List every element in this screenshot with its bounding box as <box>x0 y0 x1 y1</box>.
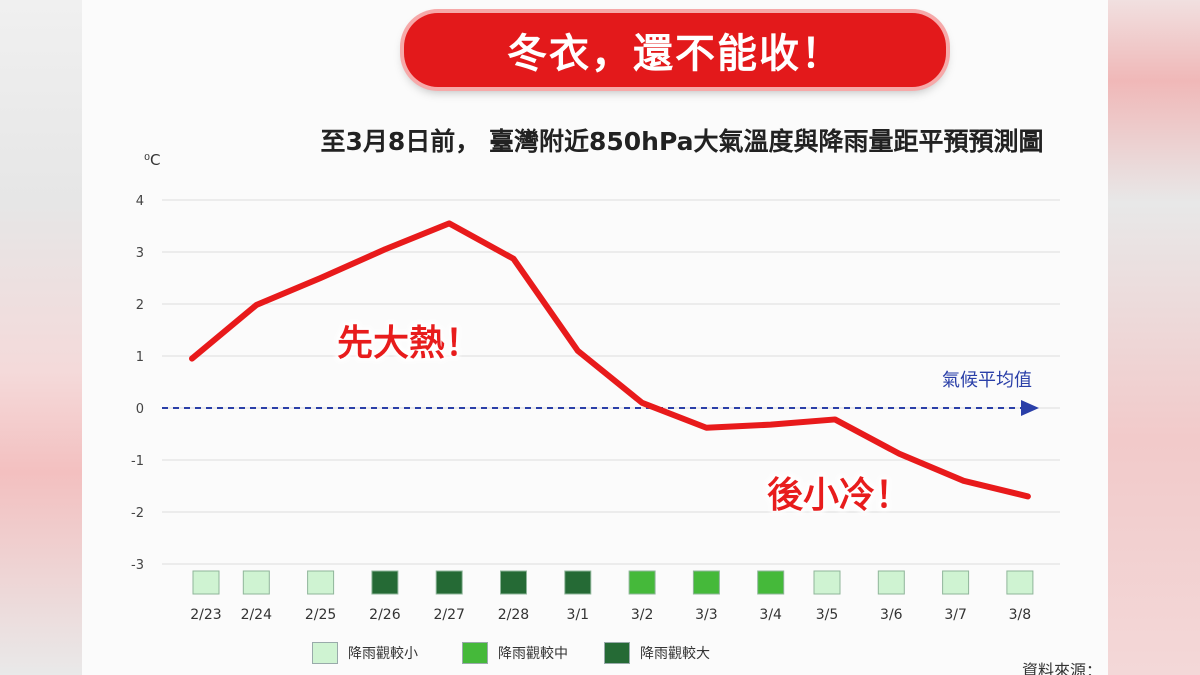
temperature-point <box>897 452 901 456</box>
temperature-point <box>640 401 644 405</box>
legend-item-small: 降雨觀較小 <box>312 642 418 664</box>
right-background-strip <box>1108 0 1200 675</box>
y-tick-label: -1 <box>131 454 144 469</box>
rain-anomaly-square <box>371 570 399 595</box>
temperature-point <box>962 479 966 483</box>
x-tick-label: 3/2 <box>631 607 654 623</box>
y-axis-unit: ⁰C <box>144 151 161 169</box>
rain-anomaly-square <box>500 570 527 595</box>
temperature-point <box>1026 494 1030 498</box>
x-tick-label: 2/24 <box>241 607 273 623</box>
temperature-point <box>254 303 258 307</box>
x-tick-label: 2/26 <box>369 607 401 623</box>
annotation-text: 先大熱！ <box>337 323 481 364</box>
y-tick-label: 4 <box>136 194 144 209</box>
rain-anomaly-square <box>692 570 720 595</box>
rain-anomaly-square <box>307 570 335 595</box>
x-tick-label: 2/28 <box>498 607 529 623</box>
y-tick-label: 0 <box>136 402 144 417</box>
legend-swatch-small <box>312 642 338 664</box>
temperature-point <box>190 357 194 361</box>
rain-anomaly-square <box>628 570 656 595</box>
x-tick-label: 3/6 <box>880 607 903 623</box>
rain-anomaly-square <box>942 570 970 595</box>
y-tick-label: -3 <box>131 558 144 573</box>
legend-item-large: 降雨觀較大 <box>604 642 710 664</box>
x-tick-label: 3/7 <box>944 607 967 623</box>
x-tick-label: 3/3 <box>695 607 718 623</box>
baseline-label: 氣候平均值 <box>942 370 1032 391</box>
rain-anomaly-square <box>564 570 592 595</box>
temperature-point <box>704 426 708 430</box>
temperature-point <box>512 257 515 261</box>
legend-label-medium: 降雨觀較中 <box>498 646 568 662</box>
y-tick-label: 1 <box>136 350 144 365</box>
rain-anomaly-square <box>1006 570 1034 595</box>
legend-label-large: 降雨觀較大 <box>640 646 710 662</box>
temperature-point <box>319 276 323 280</box>
temperature-chart: ⁰C 4 3 2 1 0 -1 -2 -3 氣候平均值 2/23 2/24 2/25 2/26 2/27 2/… <box>131 151 1060 623</box>
y-tick-label: -2 <box>131 506 144 521</box>
y-tick-label: 3 <box>136 246 144 261</box>
data-source: 資料來源：CWA <box>1022 661 1103 675</box>
temperature-point <box>447 221 451 225</box>
x-tick-label: 3/8 <box>1009 607 1032 623</box>
chart-card: 冬衣，還不能收！ 至3月8日前， 臺灣附近850hPa大氣溫度與降雨量距平預預測… <box>82 0 1108 675</box>
x-tick-label: 2/23 <box>190 607 221 623</box>
rain-anomaly-square <box>757 570 785 595</box>
temperature-point <box>383 247 387 251</box>
annotation-text: 後小冷！ <box>767 475 911 516</box>
x-tick-label: 2/27 <box>433 607 464 623</box>
temperature-point <box>833 417 837 421</box>
x-tick-label: 3/5 <box>816 607 839 623</box>
left-background-strip <box>0 0 82 675</box>
rain-anomaly-square <box>192 570 220 595</box>
temperature-point <box>769 423 773 427</box>
x-tick-label: 2/25 <box>305 607 336 623</box>
headline-banner: 冬衣，還不能收！ <box>404 13 946 87</box>
rain-anomaly-square <box>435 570 463 595</box>
y-tick-label: 2 <box>136 298 144 313</box>
chart-title: 至3月8日前， 臺灣附近850hPa大氣溫度與降雨量距平預預測圖 <box>320 127 1044 156</box>
temperature-point <box>576 349 580 353</box>
temperature-line <box>189 220 1031 500</box>
x-tick-label: 3/4 <box>759 607 782 623</box>
legend-item-medium: 降雨觀較中 <box>462 642 568 664</box>
rain-anomaly-square <box>877 570 905 595</box>
x-tick-label: 3/1 <box>567 607 590 623</box>
rain-anomaly-square <box>813 570 841 595</box>
headline-text: 冬衣，還不能收！ <box>507 31 843 77</box>
legend-swatch-large <box>604 642 630 664</box>
legend-label-small: 降雨觀較小 <box>348 646 418 662</box>
legend-swatch-medium <box>462 642 488 664</box>
rain-anomaly-square <box>242 570 270 595</box>
